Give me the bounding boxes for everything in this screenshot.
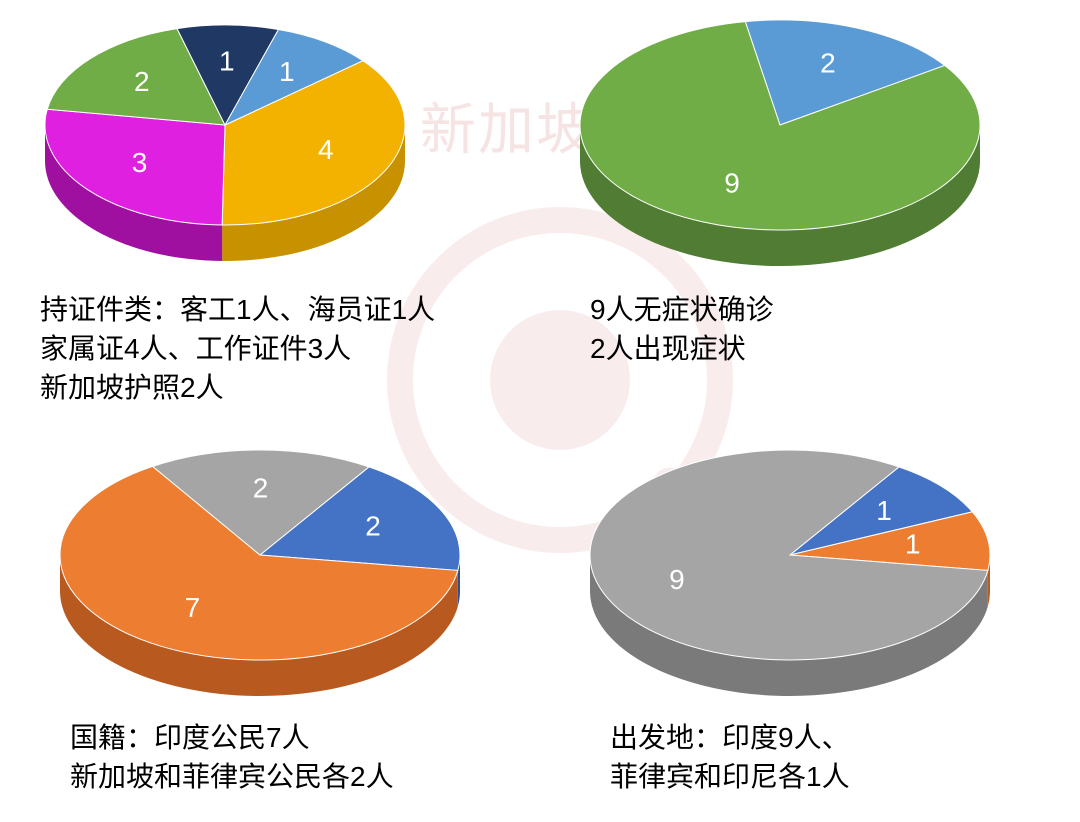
pie-slice-label: 3: [132, 147, 148, 178]
caption-symptoms: 9人无症状确诊 2人出现症状: [590, 290, 774, 368]
pie-slice-label: 9: [669, 564, 685, 595]
pie-slice-label: 1: [279, 56, 295, 87]
pie-slice-label: 7: [185, 592, 201, 623]
pie-slice-label: 2: [253, 472, 269, 503]
caption-origin: 出发地：印度9人、 菲律宾和印尼各1人: [610, 718, 850, 796]
charts-canvas: 4321129272119: [0, 0, 1080, 822]
pie-nationality: 2 7 2: [60, 450, 460, 696]
pie-symptoms: 29: [580, 20, 980, 266]
pie-slice-label: 2: [134, 66, 150, 97]
pie-slice-label: 2: [820, 47, 836, 78]
pie-slice-label: 1: [905, 528, 921, 559]
caption-nationality: 国籍：印度公民7人 新加坡和菲律宾公民各2人: [70, 718, 394, 796]
pie-cert-types: 4 3 2 1 1: [45, 25, 405, 261]
pie-slice-label: 2: [365, 511, 381, 542]
pie-slice-label: 4: [318, 134, 334, 165]
pie-origin: 11 9: [590, 450, 990, 696]
pie-slice-label: 1: [876, 495, 892, 526]
caption-cert-types: 持证件类：客工1人、海员证1人 家属证4人、工作证件3人 新加坡护照2人: [40, 290, 435, 408]
pie-slice-label: 1: [219, 45, 235, 76]
pie-slice-label: 9: [724, 167, 740, 198]
